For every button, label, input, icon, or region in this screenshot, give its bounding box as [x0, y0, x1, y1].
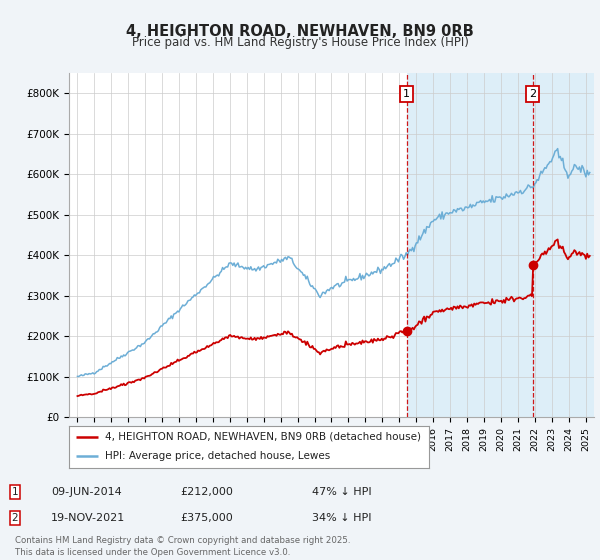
Text: 09-JUN-2014: 09-JUN-2014 [51, 487, 122, 497]
Bar [407, 73, 594, 417]
Text: Price paid vs. HM Land Registry's House Price Index (HPI): Price paid vs. HM Land Registry's House … [131, 36, 469, 49]
Text: 1: 1 [11, 487, 19, 497]
Text: £375,000: £375,000 [180, 513, 233, 523]
Text: £212,000: £212,000 [180, 487, 233, 497]
Text: 34% ↓ HPI: 34% ↓ HPI [312, 513, 371, 523]
Text: 47% ↓ HPI: 47% ↓ HPI [312, 487, 371, 497]
Text: 2: 2 [529, 89, 536, 99]
Text: 19-NOV-2021: 19-NOV-2021 [51, 513, 125, 523]
Text: 4, HEIGHTON ROAD, NEWHAVEN, BN9 0RB: 4, HEIGHTON ROAD, NEWHAVEN, BN9 0RB [126, 24, 474, 39]
Text: 1: 1 [403, 89, 410, 99]
Text: Contains HM Land Registry data © Crown copyright and database right 2025.
This d: Contains HM Land Registry data © Crown c… [15, 536, 350, 557]
Text: HPI: Average price, detached house, Lewes: HPI: Average price, detached house, Lewe… [105, 451, 330, 461]
Text: 4, HEIGHTON ROAD, NEWHAVEN, BN9 0RB (detached house): 4, HEIGHTON ROAD, NEWHAVEN, BN9 0RB (det… [105, 432, 421, 442]
Text: 2: 2 [11, 513, 19, 523]
